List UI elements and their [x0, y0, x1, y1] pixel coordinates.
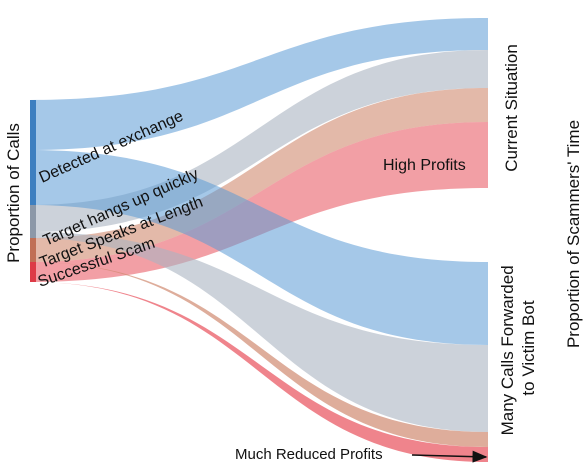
- reduced-profits-annotation: Much Reduced Profits: [235, 446, 488, 463]
- flow-detected-current: [30, 18, 488, 150]
- flow-speaks-current: [30, 88, 488, 262]
- source-hangs-up: [30, 205, 36, 238]
- flows-to-current: [30, 18, 488, 282]
- target-forwarded-line1: Many Calls Forwarded: [498, 265, 517, 435]
- flow-hangsup-forwarded: [30, 232, 488, 432]
- flow-detected-forwarded: [30, 150, 488, 345]
- left-axis-label: Proportion of Calls: [4, 123, 23, 263]
- target-forwarded-label: Many Calls Forwarded to Victim Bot: [498, 261, 538, 436]
- target-current-label: Current Situation: [502, 44, 521, 172]
- high-profits-label: High Profits: [383, 157, 466, 174]
- source-bar: [30, 100, 36, 282]
- flow-scam-current: [30, 122, 488, 282]
- target-forwarded-line2: to Victim Bot: [519, 300, 538, 395]
- source-scam: [30, 262, 36, 282]
- flows-to-forwarded: [30, 150, 488, 462]
- right-axis-label: Proportion of Scammers' Time: [564, 120, 583, 348]
- flow-hangsup-current: [30, 50, 488, 232]
- reduced-profits-label: Much Reduced Profits: [235, 446, 383, 463]
- reduced-profits-arrow: [411, 450, 488, 463]
- source-detected: [30, 100, 36, 205]
- source-speaks: [30, 238, 36, 262]
